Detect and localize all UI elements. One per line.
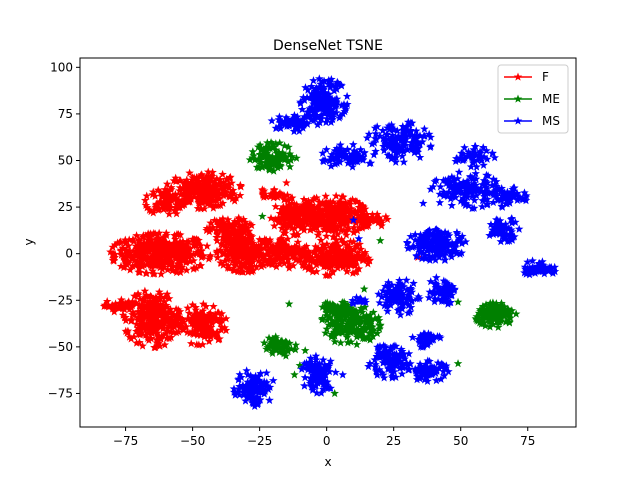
series-ms [229,74,560,410]
y-tick-label: −75 [48,386,73,400]
legend-item-f: F [504,70,549,84]
legend-label: MS [542,114,560,128]
x-axis: −75 −50 −25 0 25 50 75 [113,427,535,448]
legend-item-me: ME [504,92,560,106]
legend-box [497,64,569,134]
data-point [418,198,428,207]
legend-star-icon [513,94,523,103]
scatter-points [99,74,560,410]
data-point [300,346,310,355]
legend-label: ME [542,92,560,106]
plot-frame [79,57,577,428]
data-point [282,178,291,187]
x-tick-label: 50 [453,434,468,448]
series-f-cluster-points [99,167,392,352]
x-tick-label: 75 [520,434,535,448]
x-tick-label: −50 [180,434,205,448]
data-point [402,238,412,247]
legend-label: F [542,70,549,84]
y-tick-label: 0 [65,247,73,261]
y-tick-label: −25 [48,293,73,307]
data-point [349,215,358,224]
x-tick-label: 25 [386,434,401,448]
x-tick-label: 0 [323,434,331,448]
y-tick-label: 50 [58,154,73,168]
chart-title: DenseNet TSNE [273,38,383,54]
data-point [359,284,369,293]
data-point [354,234,364,243]
series-me [245,138,521,398]
x-tick-label: −75 [113,434,138,448]
series-me-cluster-points [245,138,521,360]
data-point [370,314,380,323]
legend: F ME MS [497,64,569,134]
x-tick-label: −25 [247,434,272,448]
legend-star-icon [513,72,523,81]
data-point [330,388,339,398]
data-point [258,211,267,221]
y-tick-label: 25 [58,200,73,214]
data-point [284,299,294,308]
legend-star-icon [513,116,523,125]
x-axis-label: x [324,455,331,469]
series-ms-cluster-points [229,74,560,410]
data-point [338,370,348,379]
y-axis-label: y [22,238,36,245]
data-point [376,236,385,245]
y-tick-label: 75 [58,107,73,121]
legend-item-ms: MS [504,114,560,128]
data-point [453,297,463,306]
y-axis: −75 −50 −25 0 25 50 75 100 [48,60,80,400]
data-point [311,351,321,360]
data-point [290,370,299,379]
data-point [295,361,305,370]
y-tick-label: 100 [50,60,73,74]
data-point [453,359,463,368]
y-tick-label: −50 [48,340,73,354]
